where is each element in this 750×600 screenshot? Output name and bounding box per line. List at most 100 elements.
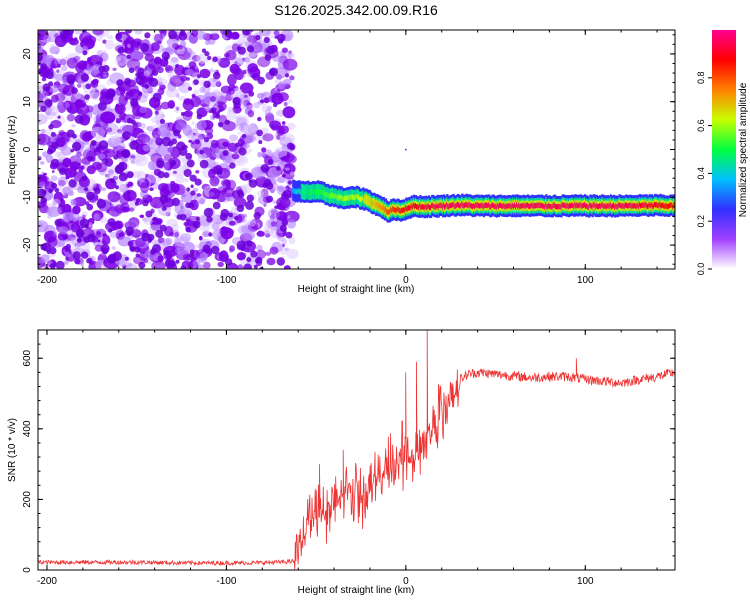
noise-speckle xyxy=(39,90,49,102)
snr-ticks: -200 -100 0 100 0 200 400 600 xyxy=(22,329,675,587)
noise-speckle xyxy=(266,257,276,266)
noise-speckle xyxy=(82,214,86,219)
noise-speckle xyxy=(147,261,152,265)
y-tick-label: 400 xyxy=(22,420,33,437)
noise-speckle-dark xyxy=(243,263,252,269)
noise-speckle-dark xyxy=(157,170,165,179)
noise-speckle xyxy=(247,110,255,118)
noise-speckle xyxy=(183,254,189,261)
noise-speckle xyxy=(62,157,72,168)
noise-speckle-dark xyxy=(236,46,242,51)
noise-speckle xyxy=(235,124,240,130)
noise-speckle xyxy=(116,223,123,230)
noise-speckle xyxy=(256,190,264,197)
noise-speckle xyxy=(249,259,255,267)
noise-speckle-dark xyxy=(151,69,159,76)
noise-speckle xyxy=(57,63,61,68)
noise-speckle xyxy=(83,35,97,45)
noise-speckle-dark xyxy=(129,140,139,150)
noise-speckle xyxy=(247,35,258,43)
noise-speckle xyxy=(95,162,108,173)
x-tick-label: -200 xyxy=(37,275,57,286)
noise-speckle-dark xyxy=(180,112,185,116)
noise-speckle xyxy=(105,39,115,50)
noise-speckle-dark xyxy=(129,245,135,252)
noise-speckle xyxy=(161,159,171,170)
noise-speckle xyxy=(92,30,104,36)
noise-speckle-dark xyxy=(171,138,178,145)
noise-speckle xyxy=(199,68,211,79)
noise-speckle xyxy=(284,154,297,164)
noise-speckle xyxy=(199,198,206,205)
noise-speckle xyxy=(55,51,59,55)
noise-speckle-dark xyxy=(242,30,251,36)
noise-speckle xyxy=(171,229,180,238)
noise-speckle xyxy=(62,212,74,222)
noise-speckle-dark xyxy=(135,75,146,85)
noise-speckle-dark xyxy=(86,258,92,264)
noise-speckle xyxy=(196,193,202,197)
snr-xlabel: Height of straight line (km) xyxy=(298,585,415,596)
noise-speckle-dark xyxy=(176,214,183,220)
noise-speckle xyxy=(73,154,80,160)
noise-speckle xyxy=(268,95,277,103)
noise-speckle xyxy=(188,139,193,143)
noise-speckle xyxy=(90,79,99,88)
noise-speckle-dark xyxy=(159,224,167,232)
noise-speckle-dark xyxy=(135,72,140,77)
noise-speckle xyxy=(273,147,288,158)
x-tick-label: 0 xyxy=(403,576,409,587)
noise-speckle xyxy=(51,170,55,174)
noise-speckle-dark xyxy=(255,256,263,264)
y-tick-label: 20 xyxy=(22,48,33,60)
noise-speckle xyxy=(179,233,192,243)
noise-speckle xyxy=(266,105,273,111)
noise-speckle xyxy=(170,180,176,187)
noise-speckle-dark xyxy=(115,118,122,124)
noise-speckle xyxy=(140,182,150,194)
noise-speckle-dark xyxy=(202,244,211,253)
noise-speckle-dark xyxy=(152,244,161,253)
noise-speckle-dark xyxy=(161,205,167,211)
noise-speckle xyxy=(183,98,192,105)
noise-speckle xyxy=(65,175,70,180)
noise-speckle xyxy=(226,109,236,121)
noise-speckle xyxy=(241,225,248,233)
noise-speckle-dark xyxy=(114,165,124,175)
noise-speckle xyxy=(57,115,61,119)
noise-speckle-dark xyxy=(85,83,92,90)
noise-speckle xyxy=(229,134,238,142)
noise-speckle-dark xyxy=(266,45,275,55)
noise-speckle xyxy=(214,149,224,160)
noise-speckle xyxy=(102,234,111,246)
noise-speckle-dark xyxy=(246,194,254,202)
noise-speckle-dark xyxy=(87,155,94,162)
x-tick-label: 100 xyxy=(577,576,594,587)
snr-plot-area xyxy=(38,330,675,570)
noise-speckle xyxy=(96,50,104,58)
noise-speckle-dark xyxy=(86,191,95,201)
noise-speckle xyxy=(225,50,237,61)
noise-speckle-dark xyxy=(186,187,191,192)
noise-speckle xyxy=(141,91,149,99)
noise-speckle xyxy=(119,183,129,193)
noise-speckle xyxy=(74,37,78,42)
noise-speckle xyxy=(218,250,229,262)
noise-speckle-dark xyxy=(97,101,107,111)
noise-speckle xyxy=(82,84,87,90)
noise-speckle-dark xyxy=(124,256,129,261)
noise-speckle-dark xyxy=(192,220,201,229)
noise-speckle xyxy=(212,115,216,119)
noise-speckle xyxy=(107,191,121,203)
noise-speckle xyxy=(286,219,297,229)
noise-speckle-dark xyxy=(128,67,135,74)
noise-speckle xyxy=(244,230,255,241)
noise-speckle xyxy=(232,57,244,66)
noise-speckle xyxy=(246,247,250,252)
noise-speckle-dark xyxy=(122,131,131,140)
noise-speckle-dark xyxy=(188,252,194,258)
noise-speckle xyxy=(183,110,193,117)
noise-speckle xyxy=(280,133,296,146)
noise-speckle xyxy=(191,30,199,38)
noise-speckle xyxy=(243,142,250,148)
